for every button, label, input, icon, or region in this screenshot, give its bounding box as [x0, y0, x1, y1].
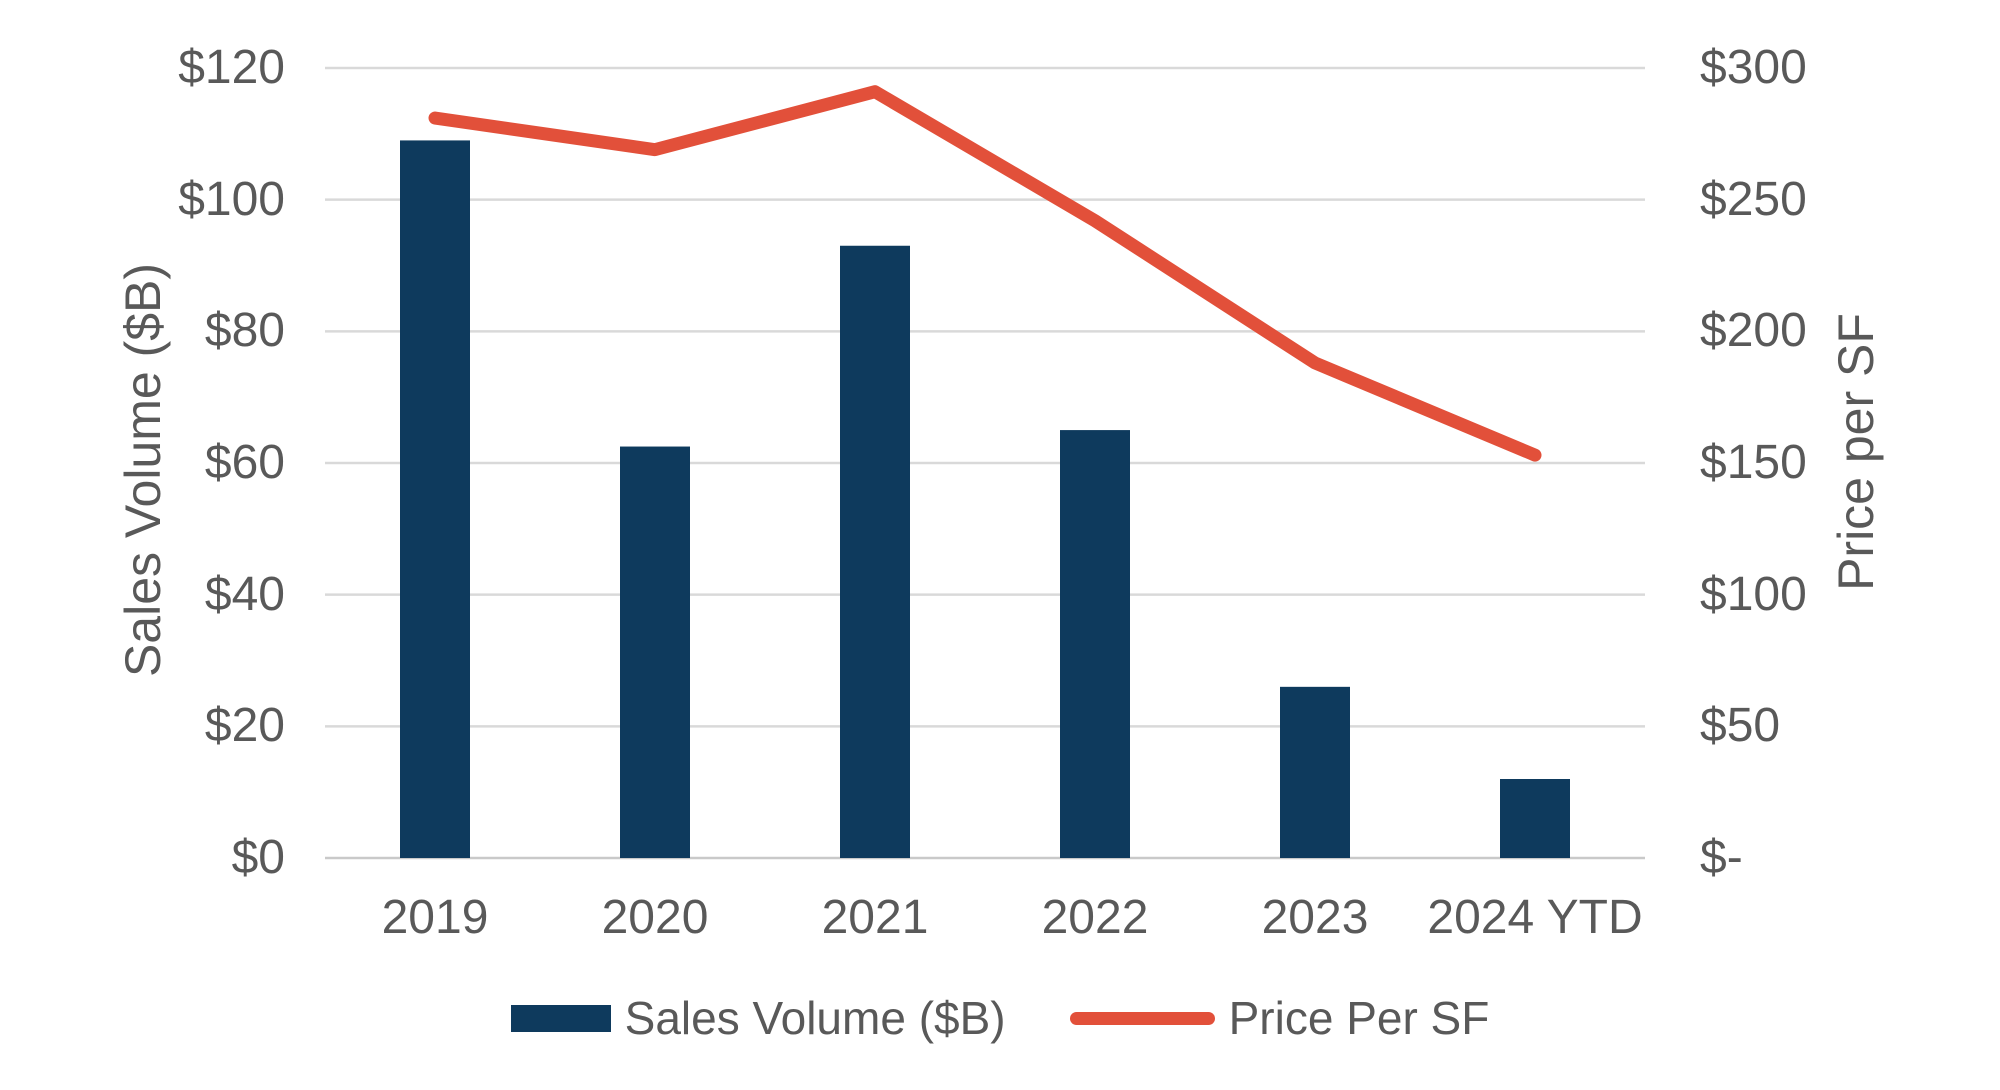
- right-axis-tick: $200: [1700, 304, 1807, 358]
- legend-label-price-per-sf: Price Per SF: [1228, 992, 1490, 1044]
- bar-2024-ytd: [1500, 779, 1570, 858]
- x-label-2020: 2020: [601, 891, 709, 944]
- right-axis-tick: $300: [1700, 41, 1807, 94]
- left-axis-tick: $40: [204, 567, 285, 621]
- x-label-2024-ytd: 2024 YTD: [1427, 891, 1643, 944]
- bar-2019: [400, 140, 470, 858]
- bar-2023: [1280, 686, 1350, 858]
- x-label-2022: 2022: [1041, 891, 1149, 944]
- bar-2020: [620, 446, 690, 858]
- bar-2022: [1060, 430, 1130, 858]
- right-axis-tick: $50: [1700, 699, 1781, 753]
- right-axis-tick: $100: [1700, 567, 1807, 621]
- left-axis-tick: $0: [231, 831, 285, 884]
- left-axis-tick: $80: [204, 304, 285, 358]
- left-axis-tick: $120: [178, 41, 285, 94]
- x-label-2021: 2021: [821, 891, 929, 944]
- legend-label-sales-volume: Sales Volume ($B): [624, 992, 1006, 1044]
- bar-swatch-icon: [510, 1004, 611, 1032]
- right-axis-tick: $-: [1700, 831, 1743, 884]
- line-swatch-icon: [1069, 1011, 1215, 1025]
- right-axis-tick: $250: [1700, 172, 1807, 226]
- left-axis-title: Sales Volume ($B): [115, 262, 171, 678]
- price-line: [428, 85, 1542, 462]
- right-axis-tick: $150: [1700, 436, 1807, 489]
- left-axis-tick: $60: [204, 436, 285, 489]
- legend-item-sales-volume: Sales Volume ($B): [510, 990, 1006, 1046]
- legend-item-price-per-sf: Price Per SF: [1069, 990, 1490, 1046]
- x-label-2019: 2019: [381, 891, 489, 944]
- bar-2021: [840, 245, 910, 858]
- left-axis-tick: $20: [204, 699, 285, 753]
- x-label-2023: 2023: [1261, 891, 1369, 944]
- left-axis-tick: $100: [178, 172, 285, 226]
- right-axis-title: Price per SF: [1828, 313, 1884, 591]
- legend: Sales Volume ($B) Price Per SF: [0, 990, 2000, 1046]
